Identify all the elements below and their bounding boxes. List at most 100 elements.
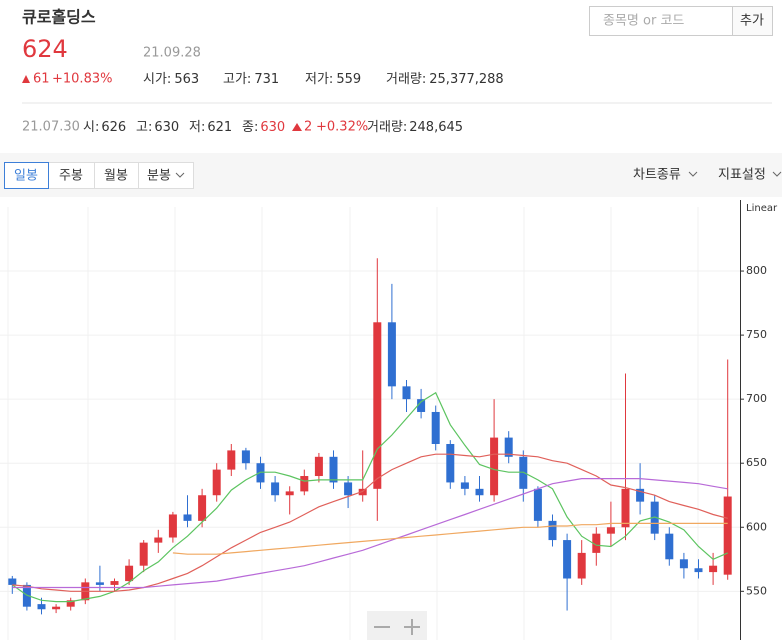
period-button[interactable]: 주봉 [59,169,83,184]
chevron [772,171,782,177]
candle-body [314,456,323,477]
moving-average [11,391,728,603]
search-box[interactable] [589,6,733,36]
history-volume: 거래량: 248,645 [367,120,463,135]
period-button[interactable]: 일봉 [14,169,38,184]
candle-body [125,565,134,582]
up-icon [22,75,30,83]
stat-value: 559 [336,72,361,87]
stat-label: 고: [136,120,152,135]
date: 21.09.28 [143,46,201,61]
search-placeholder: 종목명 or 코드 [603,14,684,29]
y-tick-label: 550 [746,584,767,597]
candle-body [723,496,732,575]
candle-body [490,437,499,496]
axis-label: Linear [746,203,778,214]
stat-value: 731 [254,72,279,87]
stat-value: 248,645 [409,120,463,135]
candle-body [402,386,411,400]
candle-body [533,488,542,521]
y-tick-label: 650 [746,456,767,469]
stat: 거래량: 25,377,288 [386,72,504,87]
candle-body [475,488,484,496]
y-tick-label: 700 [746,392,767,405]
stat-label: 종: [242,120,258,135]
period-button-selected[interactable] [4,162,49,189]
candle-body [446,443,455,483]
candle-body [300,476,309,492]
candle-body [212,469,221,496]
add-button-label: 추가 [740,14,764,29]
candle-body [329,456,338,483]
candle-body [95,582,104,585]
change-rate: +10.83% [52,72,112,87]
candle-body [227,450,236,470]
menu-button[interactable]: 지표설정 [718,168,766,183]
candle-body [417,399,426,412]
candle-body [577,552,586,579]
stat-value: 25,377,288 [429,72,503,87]
moving-average [172,522,728,555]
candle-body [183,514,192,521]
chevron [688,171,698,177]
candle-body [373,322,382,489]
stat: 저가: 559 [305,72,361,87]
stat-label: 시: [83,120,99,135]
candle-body [460,482,469,489]
plot: 550 600 650 700 750 800 [0,258,767,615]
stock-name: 큐로홀딩스 [22,8,96,27]
candle-body [154,537,163,543]
candle-body [37,604,46,610]
candle-body [271,482,280,496]
history-date: 21.07.30 [22,120,80,135]
chevron [175,172,185,178]
stat-value: 563 [174,72,199,87]
stat-label: 고가: [223,72,251,87]
candle-body [285,491,294,496]
candle-body [709,565,718,573]
stat-value: 621 [207,120,232,135]
period-button[interactable]: 월봉 [104,169,128,184]
zoom-bar [367,611,427,640]
candle-body [198,495,207,521]
stat-label: 거래량: [386,72,426,87]
stat-label: 저가: [305,72,333,87]
stat-label: 시가: [143,72,171,87]
y-tick-label: 800 [746,264,767,277]
candle-body [110,581,119,585]
price: 624 [22,35,68,63]
candle-body [665,533,674,560]
vertical-grid [7,207,699,640]
moving-average [12,478,728,589]
history-stat: 시: 626 [83,120,126,135]
period-button[interactable]: 분봉 [147,169,171,184]
candle-body [387,322,396,387]
candle-body [168,514,177,538]
candle-body [694,568,703,573]
candle-body [592,533,601,553]
candle-body [650,501,659,534]
y-tick-label: 600 [746,520,767,533]
stat: 고가: 731 [223,72,279,87]
candle-body [8,578,17,585]
change: 61 [33,72,50,87]
candle-body [358,488,367,496]
candle-body [431,411,440,444]
candle-body [548,520,557,541]
candle-body [504,437,513,457]
history-stat: 저: 621 [189,120,232,135]
menu-button[interactable]: 차트종류 [633,168,681,183]
candle-body [621,488,630,528]
history-change: 2 [304,120,312,135]
stat-value: 630 [260,120,285,135]
moving-average [12,453,728,592]
stat: 시가: 563 [143,72,199,87]
add-button[interactable] [732,6,773,36]
candle-body [139,542,148,566]
stat-value: 630 [154,120,179,135]
up-icon [292,123,302,131]
candle-body [241,450,250,464]
